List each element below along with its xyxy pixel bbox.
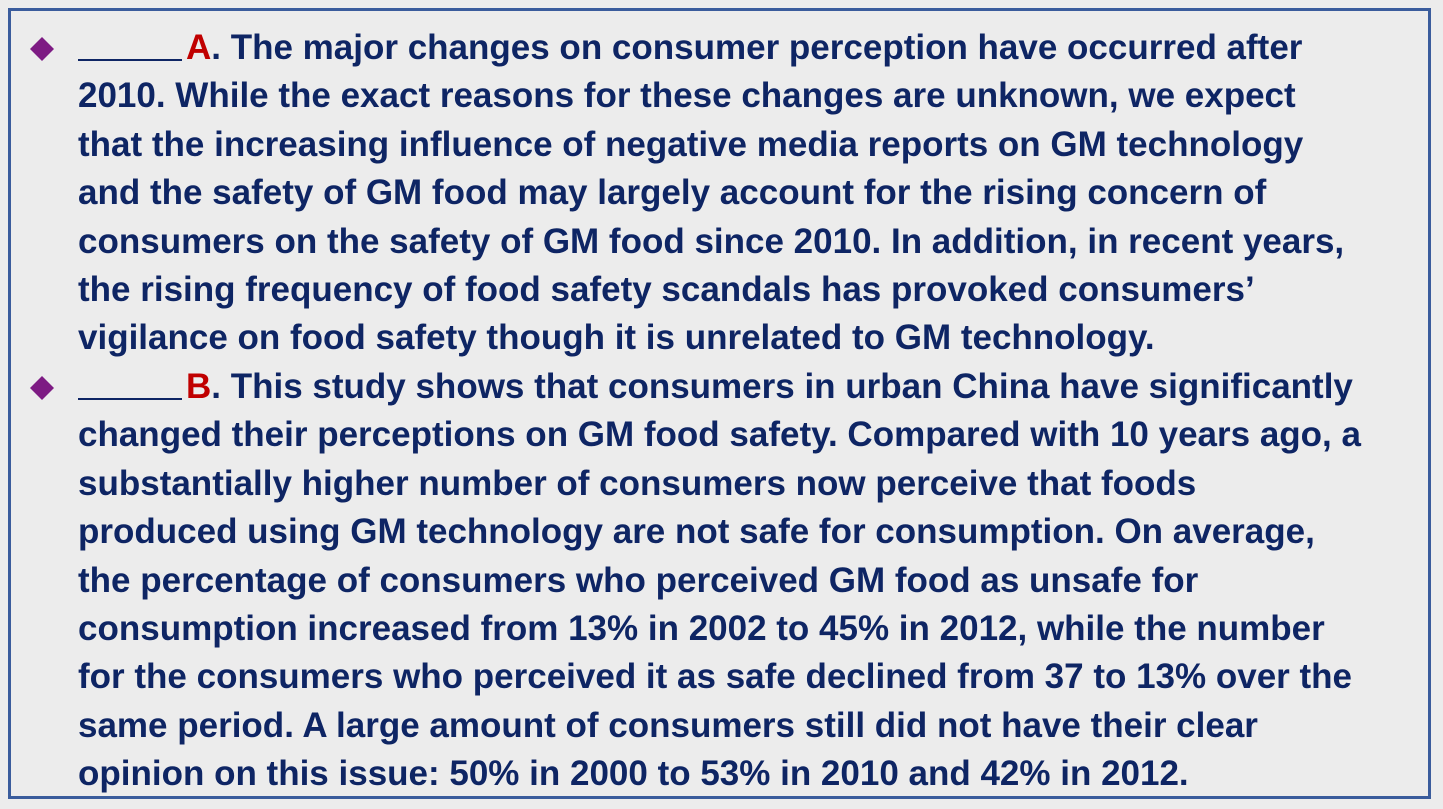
statement-a-line-6: the rising frequency of food safety scan…	[78, 270, 1255, 310]
statement-a-line-3: that the increasing influence of negativ…	[78, 124, 1304, 164]
answer-blank-b[interactable]	[78, 364, 182, 400]
statement-a-line-7: vigilance on food safety though it is un…	[78, 318, 1155, 358]
statement-letter-b: B	[186, 367, 212, 406]
statement-b-line-3: substantially higher number of consumers…	[78, 463, 1197, 503]
statement-b-line-2: changed their perceptions on GM food saf…	[78, 415, 1361, 455]
statement-b-line-6: consumption increased from 13% in 2002 t…	[78, 609, 1325, 649]
statement-b-line-7: for the consumers who perceived it as sa…	[78, 657, 1353, 697]
diamond-bullet-icon	[29, 375, 54, 400]
statement-b-line-5: the percentage of consumers who perceive…	[78, 560, 1199, 600]
statement-a-line-5: consumers on the safety of GM food since…	[78, 221, 1345, 261]
statement-b-line-8: same period. A large amount of consumers…	[78, 705, 1258, 745]
statement-b-text: B. This study shows that consumers in ur…	[78, 363, 1428, 799]
statement-a-line-2: 2010. While the exact reasons for these …	[78, 76, 1296, 116]
answer-blank-a[interactable]	[78, 25, 182, 61]
content-frame: A. The major changes on consumer percept…	[8, 8, 1431, 799]
statement-a-text: A. The major changes on consumer percept…	[78, 24, 1428, 363]
statement-a-line-1: A. The major changes on consumer percept…	[78, 24, 1428, 72]
statement-b-line-1: B. This study shows that consumers in ur…	[78, 363, 1428, 411]
statement-a-first-line: . The major changes on consumer percepti…	[211, 28, 1303, 67]
statement-b-line-4: produced using GM technology are not saf…	[78, 512, 1315, 552]
statement-b-line-9: opinion on this issue: 50% in 2000 to 53…	[78, 754, 1189, 794]
diamond-bullet-icon	[29, 36, 54, 61]
statement-b-first-line: . This study shows that consumers in urb…	[211, 367, 1353, 406]
statement-letter-a: A	[186, 28, 212, 67]
statement-a-line-4: and the safety of GM food may largely ac…	[78, 173, 1267, 213]
